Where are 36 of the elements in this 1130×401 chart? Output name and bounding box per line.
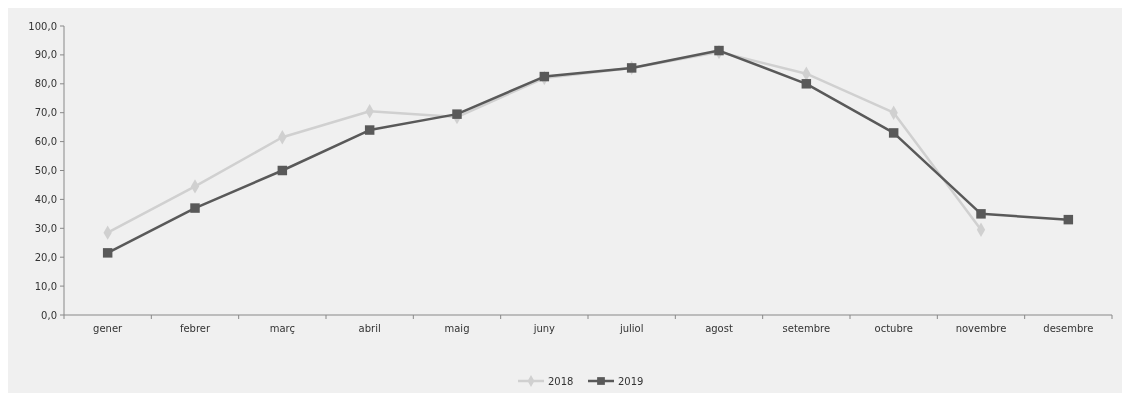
x-tick-label: desembre (1043, 323, 1094, 334)
point (539, 71, 550, 82)
y-tick-label: 80,0 (34, 78, 57, 90)
point (1063, 214, 1074, 225)
x-tick-label: abril (358, 323, 381, 334)
x-tick-label: agost (705, 323, 733, 334)
y-tick-label: 50,0 (34, 165, 57, 176)
y-tick-label: 10,0 (34, 280, 57, 292)
x-tick-label: juliol (618, 323, 644, 334)
point (714, 45, 724, 56)
y-tick-label: 20,0 (34, 251, 57, 263)
point (102, 248, 113, 258)
point (277, 165, 288, 176)
x-tick-label: febrer (179, 323, 211, 334)
y-tick-label: 100,0 (28, 20, 57, 32)
y-tick-label: 90,0 (34, 49, 57, 61)
point (976, 209, 986, 219)
x-tick-label: setembre (782, 323, 831, 334)
point (452, 109, 462, 119)
x-tick-label: maig (444, 323, 470, 334)
x-tick-label: juny (532, 323, 556, 334)
x-tick-label: març (269, 323, 295, 334)
y-tick-label: 0,0 (41, 309, 57, 321)
point (801, 79, 812, 89)
y-tick-label: 60,0 (34, 136, 57, 148)
y-tick-label: 30,0 (34, 222, 57, 234)
legend-label: 2018 (548, 375, 574, 387)
point (364, 125, 375, 135)
x-tick-label: novembre (955, 323, 1007, 334)
y-tick-label: 70,0 (34, 107, 57, 119)
point (888, 128, 899, 138)
point (190, 203, 200, 213)
y-tick-label: 40,0 (34, 193, 57, 205)
x-tick-label: octubre (874, 323, 913, 334)
legend-label: 2019 (618, 375, 644, 387)
x-tick-label: gener (93, 323, 124, 334)
